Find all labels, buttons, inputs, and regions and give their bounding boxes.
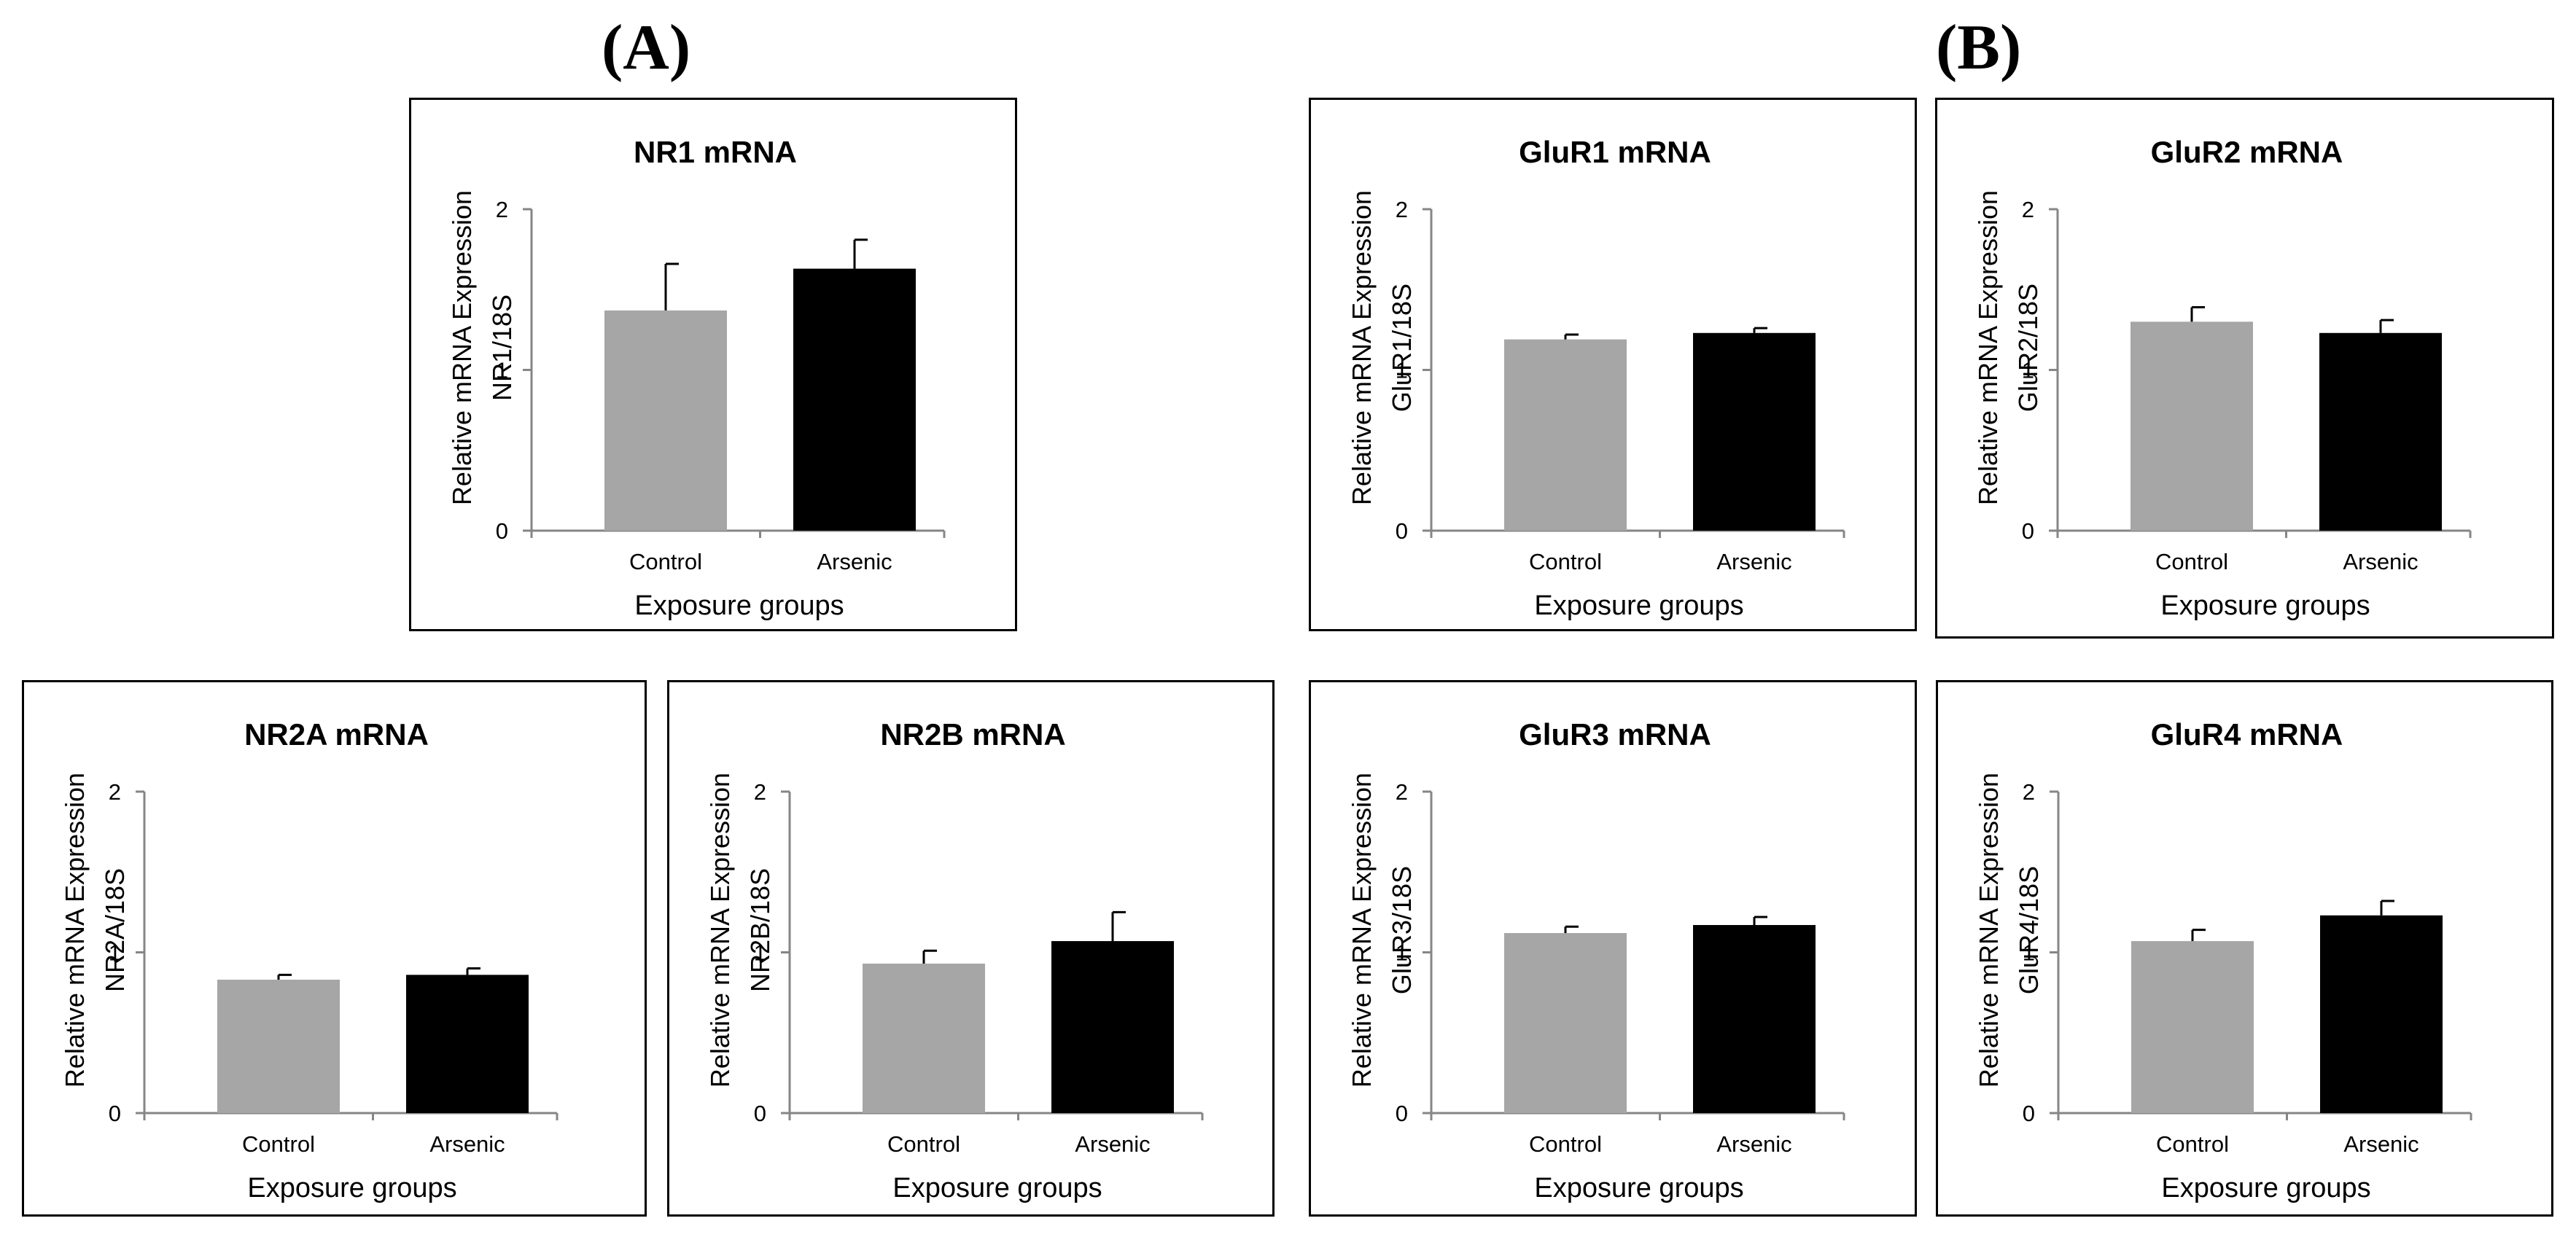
y-tick-label: 1 [496, 358, 508, 383]
y-axis-label: Relative mRNA Expression [1973, 190, 2003, 505]
y-axis-label: Relative mRNA Expression [1347, 773, 1377, 1088]
bar-control [1504, 339, 1627, 531]
y-axis-sublabel: GluR3/18S [1387, 866, 1417, 994]
chart-title: GluR2 mRNA [2151, 135, 2343, 169]
bar-control [2131, 321, 2253, 531]
y-axis-label: Relative mRNA Expression [705, 773, 735, 1088]
y-tick-label: 2 [496, 197, 508, 222]
y-axis-sublabel: GluR2/18S [2013, 284, 2043, 412]
chart-nr2a: NR2A mRNA Relative mRNA Expression NR2A/18… [22, 680, 647, 1217]
y-axis-label: Relative mRNA Expression [60, 773, 90, 1088]
chart-title: NR1 mRNA [634, 135, 797, 169]
y-tick-label: 2 [109, 779, 121, 805]
x-axis-label: Exposure groups [2161, 1173, 2370, 1203]
category-label-arsenic: Arsenic [429, 1131, 505, 1157]
y-tick-label: 1 [2022, 358, 2034, 383]
chart-svg-nr1: NR1 mRNA Relative mRNA Expression NR1/18S 0… [447, 135, 946, 621]
category-label-arsenic: Arsenic [2343, 1131, 2419, 1157]
category-label-control: Control [1529, 549, 1602, 574]
y-tick-label: 1 [109, 940, 121, 966]
y-tick-label: 2 [754, 779, 766, 805]
y-tick-label: 1 [1396, 358, 1408, 383]
y-tick-label: 0 [2023, 1101, 2035, 1126]
chart-svg-glur1: GluR1 mRNA Relative mRNA Expression GluR1/… [1347, 135, 1845, 621]
y-tick-label: 0 [2022, 518, 2034, 544]
x-axis-label: Exposure groups [2160, 590, 2370, 621]
y-tick-label: 1 [1396, 940, 1408, 966]
panel-label-a: (A) [602, 12, 691, 83]
bar-arsenic [1693, 925, 1816, 1113]
bar-control [1504, 933, 1627, 1113]
chart-title: GluR4 mRNA [2151, 717, 2343, 752]
y-tick-label: 0 [754, 1101, 766, 1126]
y-tick-label: 0 [109, 1101, 121, 1126]
category-label-arsenic: Arsenic [817, 549, 892, 574]
x-axis-label: Exposure groups [892, 1173, 1102, 1203]
y-tick-label: 2 [2023, 779, 2035, 805]
bar-arsenic [2319, 332, 2442, 531]
bar-arsenic [406, 975, 529, 1113]
y-axis-sublabel: NR2A/18S [100, 868, 130, 992]
y-axis-sublabel: NR1/18S [487, 294, 517, 401]
y-tick-label: 2 [1396, 779, 1408, 805]
chart-title: NR2A mRNA [244, 717, 429, 752]
category-label-control: Control [887, 1131, 960, 1157]
bar-control [217, 979, 340, 1113]
y-axis-label: Relative mRNA Expression [447, 190, 477, 505]
y-axis-sublabel: GluR4/18S [2014, 866, 2044, 994]
category-label-arsenic: Arsenic [1716, 1131, 1791, 1157]
chart-svg-glur3: GluR3 mRNA Relative mRNA Expression GluR3/… [1347, 717, 1845, 1203]
y-axis-sublabel: NR2B/18S [745, 868, 775, 992]
chart-title: NR2B mRNA [880, 717, 1065, 752]
y-tick-label: 1 [754, 940, 766, 966]
category-label-arsenic: Arsenic [1716, 549, 1791, 574]
category-label-control: Control [1529, 1131, 1602, 1157]
y-tick-label: 2 [1396, 197, 1408, 222]
y-tick-label: 1 [2023, 940, 2035, 966]
category-label-control: Control [2156, 1131, 2229, 1157]
bar-control [863, 963, 985, 1113]
panel-label-b: (B) [1936, 12, 2022, 83]
chart-title: GluR3 mRNA [1519, 717, 1711, 752]
x-axis-label: Exposure groups [634, 590, 844, 621]
chart-title: GluR1 mRNA [1519, 135, 1711, 169]
chart-svg-glur4: GluR4 mRNA Relative mRNA Expression GluR4/… [1974, 717, 2472, 1203]
y-tick-label: 2 [2022, 197, 2034, 222]
bar-arsenic [1693, 332, 1816, 531]
y-tick-label: 0 [496, 518, 508, 544]
category-label-control: Control [242, 1131, 315, 1157]
chart-svg-glur2: GluR2 mRNA Relative mRNA Expression GluR2/… [1973, 135, 2472, 621]
chart-svg-nr2b: NR2B mRNA Relative mRNA Expression NR2B/18… [705, 717, 1204, 1203]
category-label-control: Control [2155, 549, 2228, 574]
x-axis-label: Exposure groups [1534, 1173, 1743, 1203]
bar-control [604, 310, 727, 531]
chart-glur3: GluR3 mRNA Relative mRNA Expression GluR3/… [1309, 680, 1917, 1217]
x-axis-label: Exposure groups [247, 1173, 456, 1203]
y-tick-label: 0 [1396, 518, 1408, 544]
y-axis-label: Relative mRNA Expression [1347, 190, 1377, 505]
category-label-arsenic: Arsenic [1075, 1131, 1150, 1157]
chart-glur1: GluR1 mRNA Relative mRNA Expression GluR1/… [1309, 98, 1917, 631]
category-label-control: Control [629, 549, 702, 574]
chart-nr2b: NR2B mRNA Relative mRNA Expression NR2B/18… [667, 680, 1275, 1217]
bar-arsenic [2320, 915, 2443, 1113]
bar-arsenic [793, 268, 916, 531]
bar-control [2131, 941, 2254, 1113]
category-label-arsenic: Arsenic [2343, 549, 2418, 574]
chart-nr1: NR1 mRNA Relative mRNA Expression NR1/18S 0… [409, 98, 1017, 631]
chart-svg-nr2a: NR2A mRNA Relative mRNA Expression NR2A/18… [60, 717, 559, 1203]
chart-glur4: GluR4 mRNA Relative mRNA Expression GluR4/… [1936, 680, 2553, 1217]
x-axis-label: Exposure groups [1534, 590, 1743, 621]
y-tick-label: 0 [1396, 1101, 1408, 1126]
y-axis-sublabel: GluR1/18S [1387, 284, 1417, 412]
y-axis-label: Relative mRNA Expression [1974, 773, 2004, 1088]
chart-glur2: GluR2 mRNA Relative mRNA Expression GluR2/… [1935, 98, 2554, 639]
bar-arsenic [1051, 941, 1174, 1113]
